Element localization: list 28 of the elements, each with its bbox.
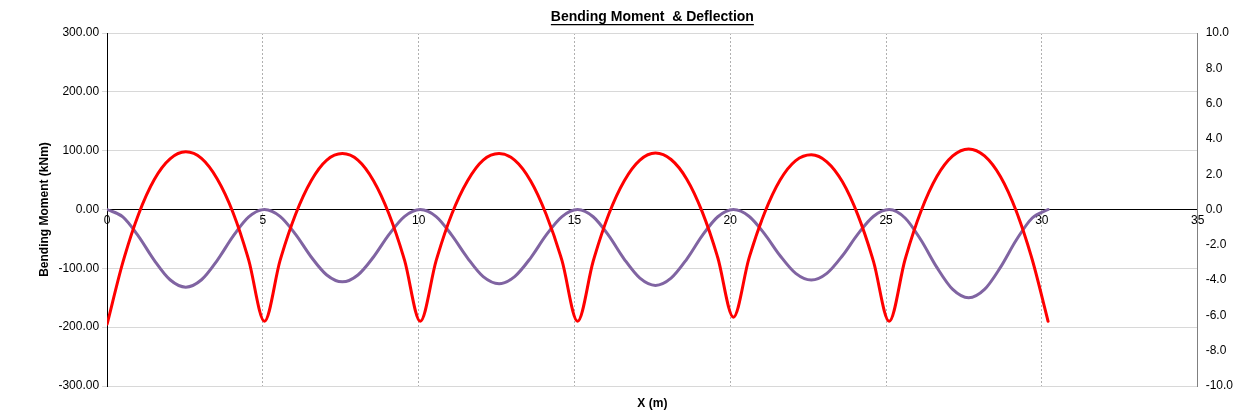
y-tick-label: 200.00 — [62, 84, 100, 99]
y2-tick-label: 4.0 — [1205, 131, 1223, 146]
x-tick-label: 5 — [259, 213, 267, 228]
y2-tick-label: -10.0 — [1205, 378, 1234, 393]
y-tick-label: -300.00 — [58, 378, 100, 393]
y2-tick-label: 10.0 — [1205, 25, 1230, 40]
x-tick-label: 30 — [1035, 213, 1049, 228]
y2-tick-label: -6.0 — [1205, 307, 1227, 322]
y2-tick-label: 8.0 — [1205, 60, 1223, 75]
y-axis-title: Bending Moment (kNm) — [36, 142, 51, 277]
y-tick-label: 0.00 — [75, 201, 100, 216]
x-tick-label: 20 — [723, 213, 738, 228]
y2-tick-label: -4.0 — [1205, 272, 1227, 287]
x-tick-label: 10 — [412, 213, 426, 228]
x-axis-title: X (m) — [637, 396, 668, 411]
y-tick-label: -200.00 — [58, 319, 100, 334]
y2-tick-label: 2.0 — [1205, 166, 1223, 181]
x-tick-label: 15 — [567, 213, 582, 228]
y2-tick-label: -8.0 — [1205, 343, 1227, 358]
y2-tick-label: 0.0 — [1205, 201, 1223, 216]
y2-tick-label: -2.0 — [1205, 237, 1227, 252]
y-tick-label: 300.00 — [62, 25, 100, 40]
y-tick-label: -100.00 — [58, 260, 100, 275]
x-tick-label: 25 — [879, 213, 894, 228]
y-tick-label: 100.00 — [62, 142, 100, 157]
x-tick-label: 35 — [1190, 213, 1205, 228]
y2-tick-label: 6.0 — [1205, 95, 1223, 110]
chart-title: Bending Moment & Deflection — [550, 8, 754, 24]
